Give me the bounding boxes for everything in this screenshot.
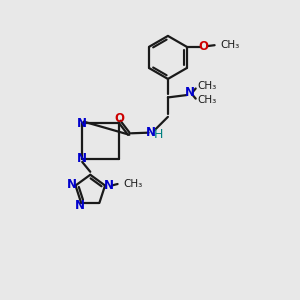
Text: N: N [103, 179, 114, 192]
Text: O: O [114, 112, 124, 125]
Text: N: N [77, 117, 87, 130]
Text: O: O [199, 40, 208, 52]
Text: CH₃: CH₃ [124, 179, 143, 189]
Text: CH₃: CH₃ [220, 40, 240, 50]
Text: CH₃: CH₃ [197, 81, 216, 91]
Text: CH₃: CH₃ [197, 94, 216, 104]
Text: N: N [77, 152, 87, 166]
Text: N: N [146, 126, 156, 139]
Text: N: N [185, 86, 195, 99]
Text: H: H [153, 128, 163, 141]
Text: N: N [75, 199, 85, 212]
Text: N: N [67, 178, 77, 190]
